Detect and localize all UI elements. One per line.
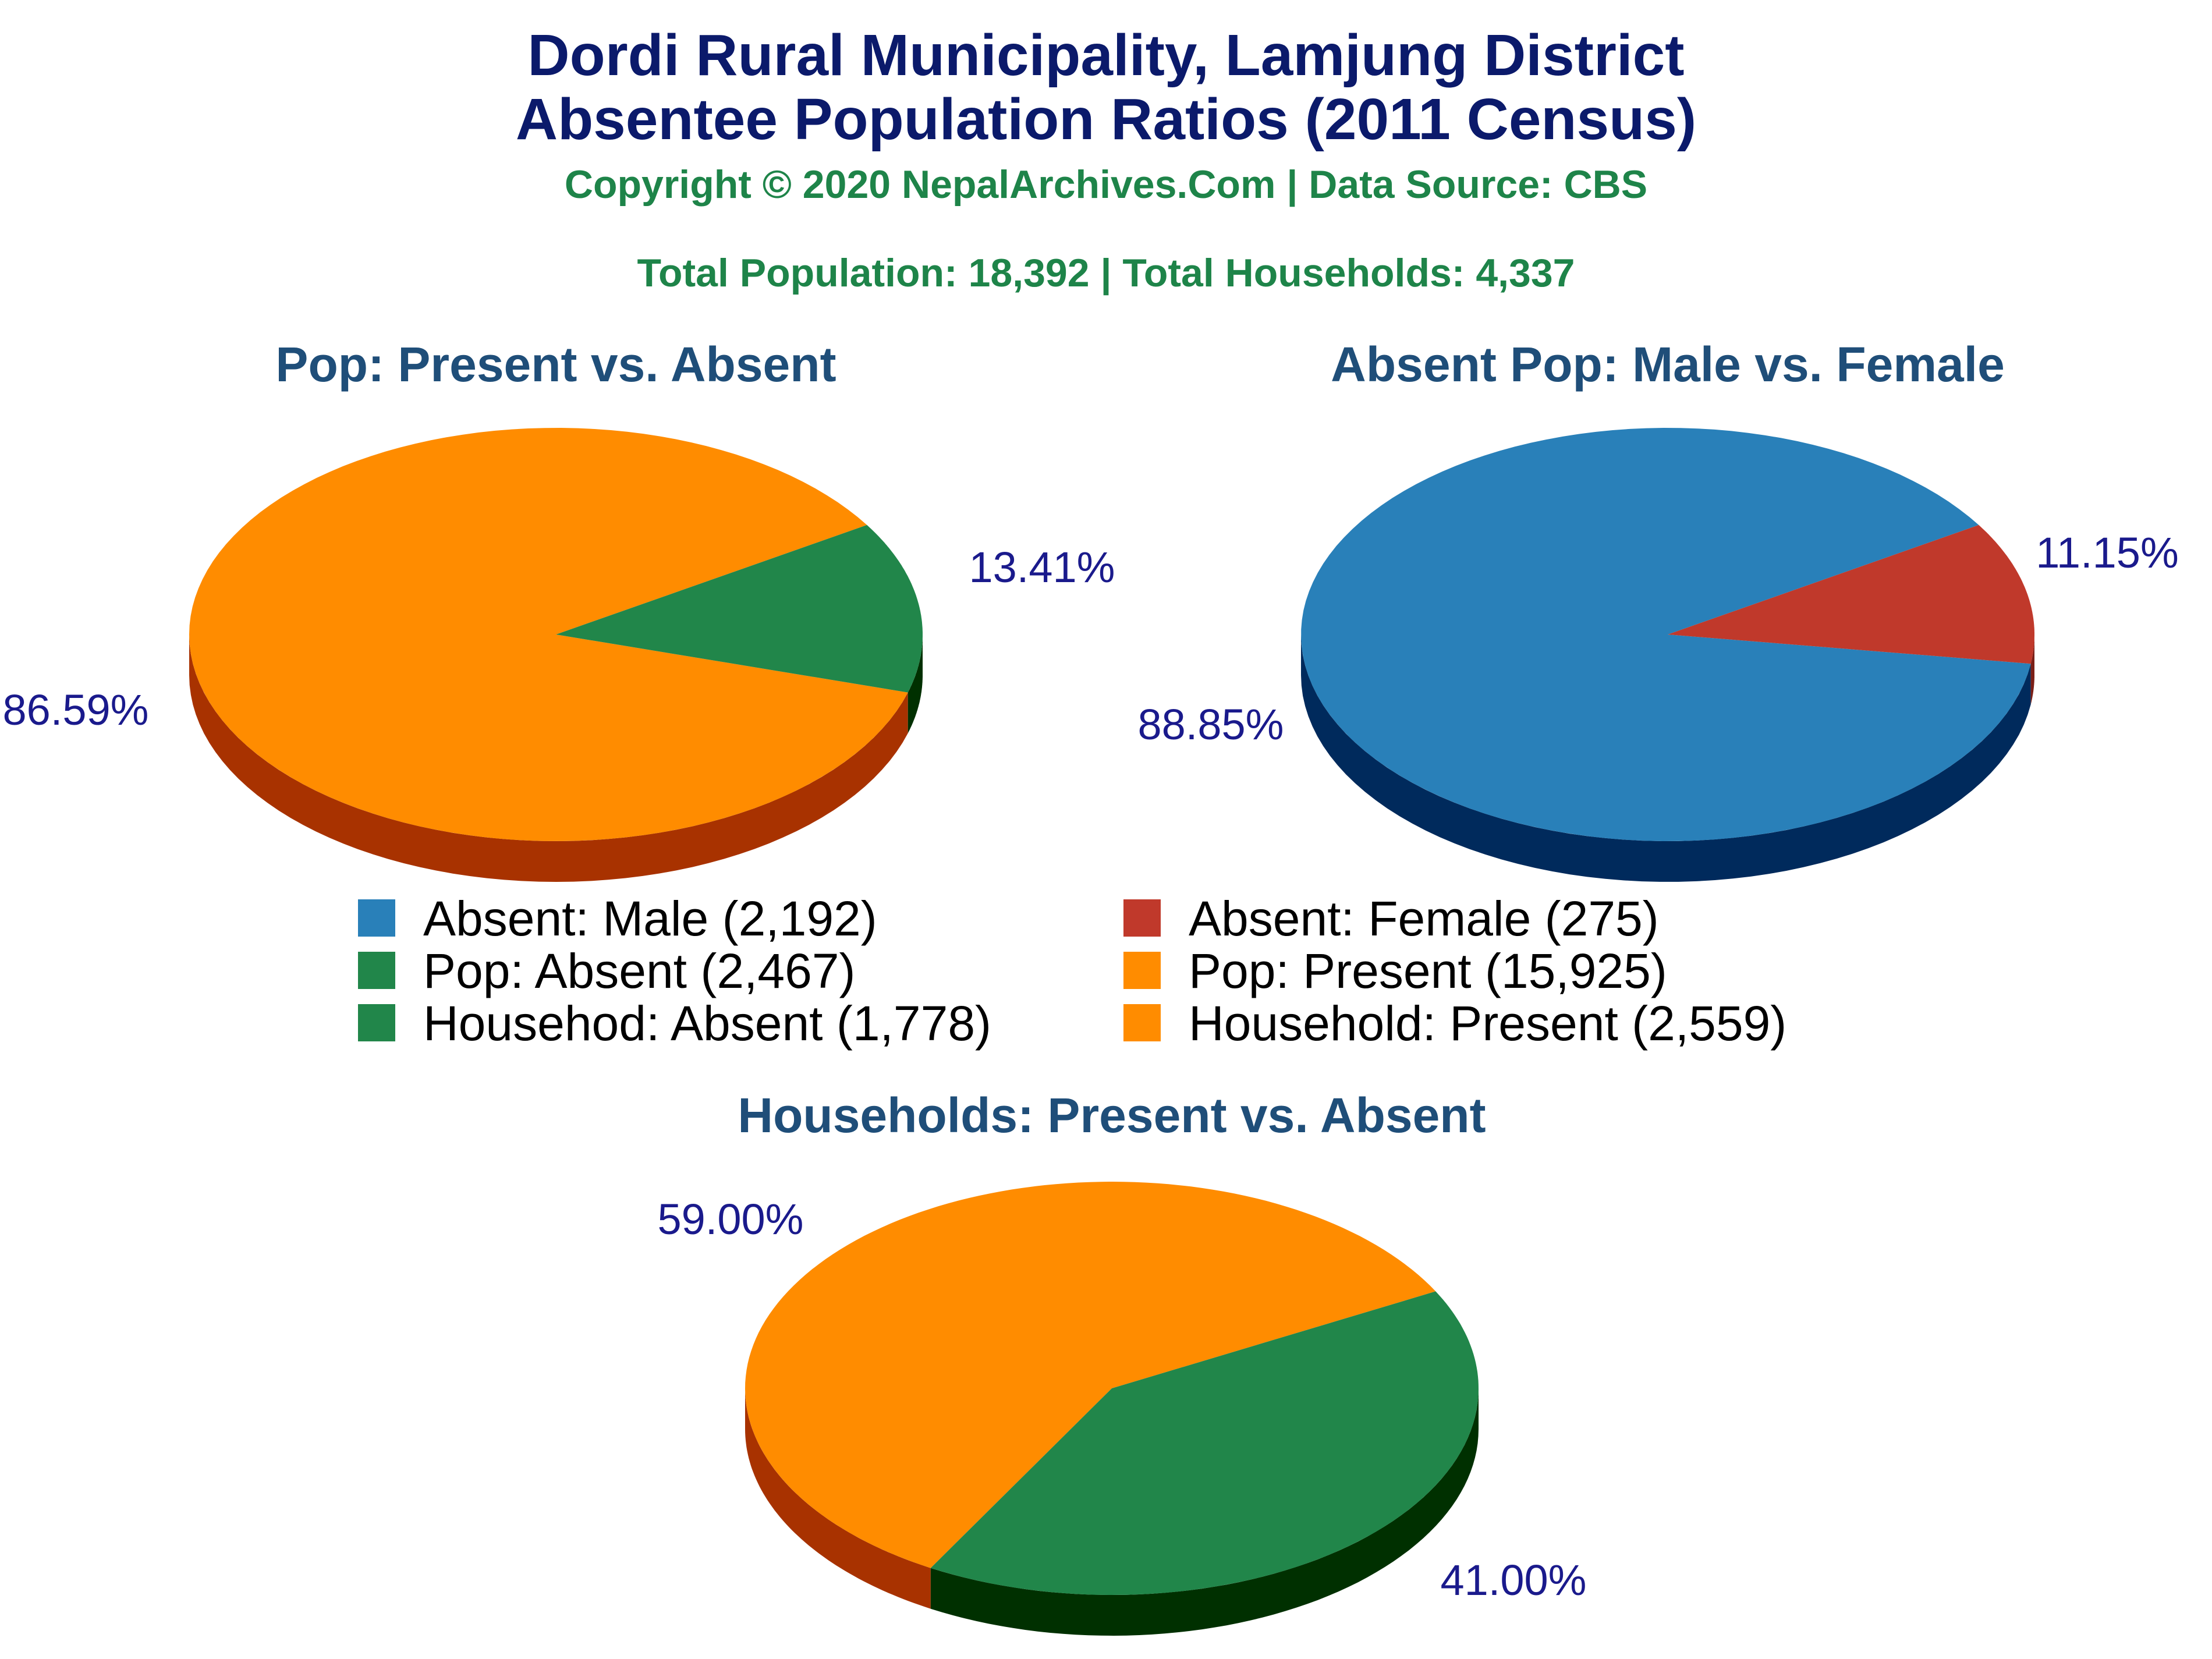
legend-swatch [358, 899, 395, 937]
legend-label: Househod: Absent (1,778) [423, 996, 991, 1051]
legend-label: Household: Present (2,559) [1189, 996, 1786, 1051]
pie-slice [189, 428, 908, 841]
pie-side-wall [908, 634, 923, 733]
legend-swatch [1123, 952, 1161, 989]
pie-chart-2: Absent Pop: Male vs. Female 88.85% 11.15% [1138, 337, 2179, 882]
legend-label: Pop: Absent (2,467) [423, 944, 856, 998]
pie-slice [1668, 524, 2034, 664]
pie-slice [1301, 428, 2031, 841]
legend-item: Pop: Present (15,925) [1123, 944, 1667, 998]
legend-item: Pop: Absent (2,467) [358, 944, 856, 998]
legend-swatch [1123, 1004, 1161, 1041]
chart-title-line2: Absentee Population Ratios (2011 Census) [515, 87, 1697, 152]
pie-side-wall [1301, 634, 2031, 882]
legend-item: Househod: Absent (1,778) [358, 996, 991, 1051]
pie-slice [745, 1182, 1436, 1568]
legend-label: Absent: Female (275) [1189, 891, 1659, 946]
pie-slice [556, 524, 923, 693]
copyright-text: Copyright © 2020 NepalArchives.Com | Dat… [564, 162, 1648, 207]
pie-title: Absent Pop: Male vs. Female [1331, 337, 2005, 392]
chart-title-line1: Dordi Rural Municipality, Lamjung Distri… [527, 23, 1685, 88]
pie-side-wall [930, 1388, 1479, 1636]
pie-slice [930, 1291, 1479, 1595]
legend-item: Absent: Male (2,192) [358, 891, 877, 946]
slice-percent-label: 41.00% [1441, 1556, 1587, 1604]
slice-percent-label: 59.00% [658, 1195, 804, 1243]
pie-title: Households: Present vs. Absent [738, 1088, 1486, 1143]
legend-swatch [1123, 899, 1161, 937]
legend-item: Absent: Female (275) [1123, 891, 1659, 946]
pie-chart-1: Pop: Present vs. Absent 86.59% 13.41% [3, 337, 1115, 882]
legend-swatch [358, 952, 395, 989]
slice-percent-label: 86.59% [3, 686, 149, 734]
pie-chart-3: Households: Present vs. Absent 59.00% 41.0… [658, 1088, 1587, 1636]
slice-percent-label: 13.41% [969, 543, 1115, 591]
legend-label: Pop: Present (15,925) [1189, 944, 1667, 998]
legend-label: Absent: Male (2,192) [423, 891, 877, 946]
pie-side-wall [745, 1388, 931, 1609]
pie-side-wall [189, 634, 908, 882]
legend-item: Household: Present (2,559) [1123, 996, 1786, 1051]
totals-text: Total Population: 18,392 | Total Househo… [637, 251, 1575, 295]
pie-side-wall [2030, 634, 2034, 705]
legend-swatch [358, 1004, 395, 1041]
legend: Absent: Male (2,192) Absent: Female (275)… [358, 891, 1786, 1051]
pie-title: Pop: Present vs. Absent [275, 337, 836, 392]
slice-percent-label: 11.15% [2036, 529, 2179, 577]
slice-percent-label: 88.85% [1138, 700, 1284, 749]
